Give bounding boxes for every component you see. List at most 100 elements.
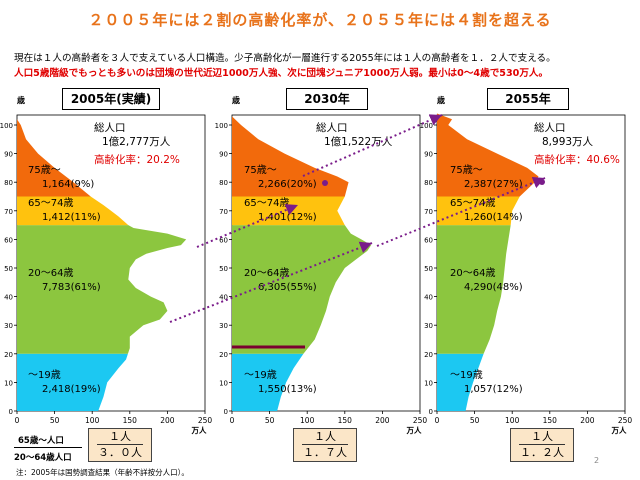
y-tick-label: 50 [4, 265, 13, 273]
segment-value: 7,783(61%) [42, 282, 101, 293]
y-tick-label: 40 [219, 294, 228, 302]
total-population-value: 1億1,522万人 [324, 135, 393, 148]
x-tick-label: 100 [85, 416, 100, 425]
age-band-1 [232, 225, 372, 354]
aging-rate-label: 高齢化率：40.6% [534, 153, 620, 166]
age-band-2 [17, 196, 129, 226]
y-tick-label: 10 [4, 379, 13, 387]
x-unit-label: 万人 [191, 426, 207, 435]
x-tick-label: 0 [15, 416, 20, 425]
y-tick-label: 60 [219, 236, 228, 244]
y-tick-label: 70 [4, 208, 13, 216]
support-ratio-2005-den: ３．０人 [98, 446, 142, 459]
x-tick-label: 250 [413, 416, 428, 425]
y-unit-label: 歳 [232, 95, 240, 105]
segment-value: 2,387(27%) [464, 179, 523, 190]
y-tick-label: 80 [4, 179, 13, 187]
y-tick-label: 30 [4, 322, 13, 330]
segment-name: 20～64歳 [450, 267, 495, 279]
y-tick-label: 60 [4, 236, 13, 244]
x-tick-label: 50 [470, 416, 480, 425]
support-ratio-2055-num: １人 [519, 429, 565, 445]
support-ratio-2005-num: １人 [97, 429, 143, 445]
segment-name: 20～64歳 [28, 267, 73, 279]
support-ratio-2055-den: １．２人 [520, 446, 564, 459]
age-band-2 [437, 196, 520, 226]
y-tick-label: 40 [4, 294, 13, 302]
segment-value: 6,305(55%) [258, 282, 317, 293]
panel-title-2005: 2005年(実績) [62, 88, 160, 110]
age-band-0 [17, 353, 128, 411]
page-title: ２００５年には２割の高齢化率が、２０５５年には４割を超える [88, 11, 552, 29]
x-tick-label: 50 [50, 416, 60, 425]
x-tick-label: 200 [375, 416, 390, 425]
segment-value: 4,290(48%) [464, 282, 523, 293]
segment-name: 20～64歳 [244, 267, 289, 279]
y-tick-label: 100 [215, 122, 228, 130]
support-ratio-2030: １人 １．７人 [293, 428, 357, 462]
fraction-numerator: 65歳～人口 [18, 436, 64, 446]
y-tick-label: 90 [219, 151, 228, 159]
y-tick-label: 80 [424, 179, 433, 187]
segment-name: ～19歳 [244, 369, 277, 381]
description-line-1: 現在は１人の高齢者を３人で支えている人口構造。少子高齢化が一層進行する2055年… [14, 53, 556, 64]
total-population-label: 総人口 [534, 121, 566, 134]
panel-title-2030: 2030年 [286, 88, 368, 110]
age-band-3 [17, 119, 91, 197]
segment-name: 75歳～ [28, 164, 61, 176]
x-tick-label: 150 [543, 416, 558, 425]
x-tick-label: 0 [230, 416, 235, 425]
y-unit-label: 歳 [17, 95, 25, 105]
segment-value: 1,550(13%) [258, 384, 317, 395]
cohort-arrow [376, 176, 546, 247]
y-tick-label: 0 [224, 408, 228, 416]
x-tick-label: 150 [338, 416, 353, 425]
y-tick-label: 10 [424, 379, 433, 387]
x-unit-label: 万人 [611, 426, 627, 435]
x-tick-label: 250 [618, 416, 633, 425]
footnote: 注：2005年は国勢調査結果（年齢不詳按分人口）。 [16, 468, 189, 477]
segment-value: 1,401(12%) [258, 212, 317, 223]
y-tick-label: 100 [420, 122, 433, 130]
segment-name: 65～74歳 [244, 197, 289, 209]
x-tick-label: 150 [123, 416, 138, 425]
aging-rate-label: 高齢化率：20.2% [94, 153, 180, 166]
segment-name: 75歳～ [450, 164, 483, 176]
segment-name: ～19歳 [28, 369, 61, 381]
x-unit-label: 万人 [406, 426, 422, 435]
segment-value: 1,057(12%) [464, 384, 523, 395]
description-line-2: 人口5歳階級でもっとも多いのは団塊の世代近辺1000万人強、次に団塊ジュニア10… [14, 68, 549, 79]
support-ratio-2055: １人 １．２人 [510, 428, 574, 462]
support-ratio-2030-num: １人 [302, 429, 348, 445]
y-tick-label: 30 [424, 322, 433, 330]
x-tick-label: 200 [580, 416, 595, 425]
segment-name: 75歳～ [244, 164, 277, 176]
y-tick-label: 0 [9, 408, 13, 416]
y-tick-label: 50 [219, 265, 228, 273]
y-tick-label: 0 [429, 408, 433, 416]
y-tick-label: 20 [4, 351, 13, 359]
x-tick-label: 100 [505, 416, 520, 425]
y-tick-label: 70 [219, 208, 228, 216]
cohort-arrow [196, 204, 299, 248]
y-tick-label: 90 [424, 151, 433, 159]
y-tick-label: 10 [219, 379, 228, 387]
x-tick-label: 50 [265, 416, 275, 425]
y-tick-label: 70 [424, 208, 433, 216]
segment-value: 2,266(20%) [258, 179, 317, 190]
support-ratio-2030-den: １．７人 [303, 446, 347, 459]
arrow-start-dot [322, 180, 328, 186]
x-tick-label: 0 [435, 416, 440, 425]
total-population-value: 1億2,777万人 [102, 135, 171, 148]
segment-name: 65～74歳 [450, 197, 495, 209]
segment-value: 1,164(9%) [42, 179, 94, 190]
y-tick-label: 30 [219, 322, 228, 330]
cohort-arrow [169, 241, 373, 323]
arrow-end-dot [539, 179, 545, 185]
total-population-label: 総人口 [94, 121, 126, 134]
fraction-denominator: 20～64歳人口 [14, 453, 72, 463]
y-tick-label: 50 [424, 265, 433, 273]
total-population-label: 総人口 [316, 121, 348, 134]
y-tick-label: 100 [0, 122, 13, 130]
